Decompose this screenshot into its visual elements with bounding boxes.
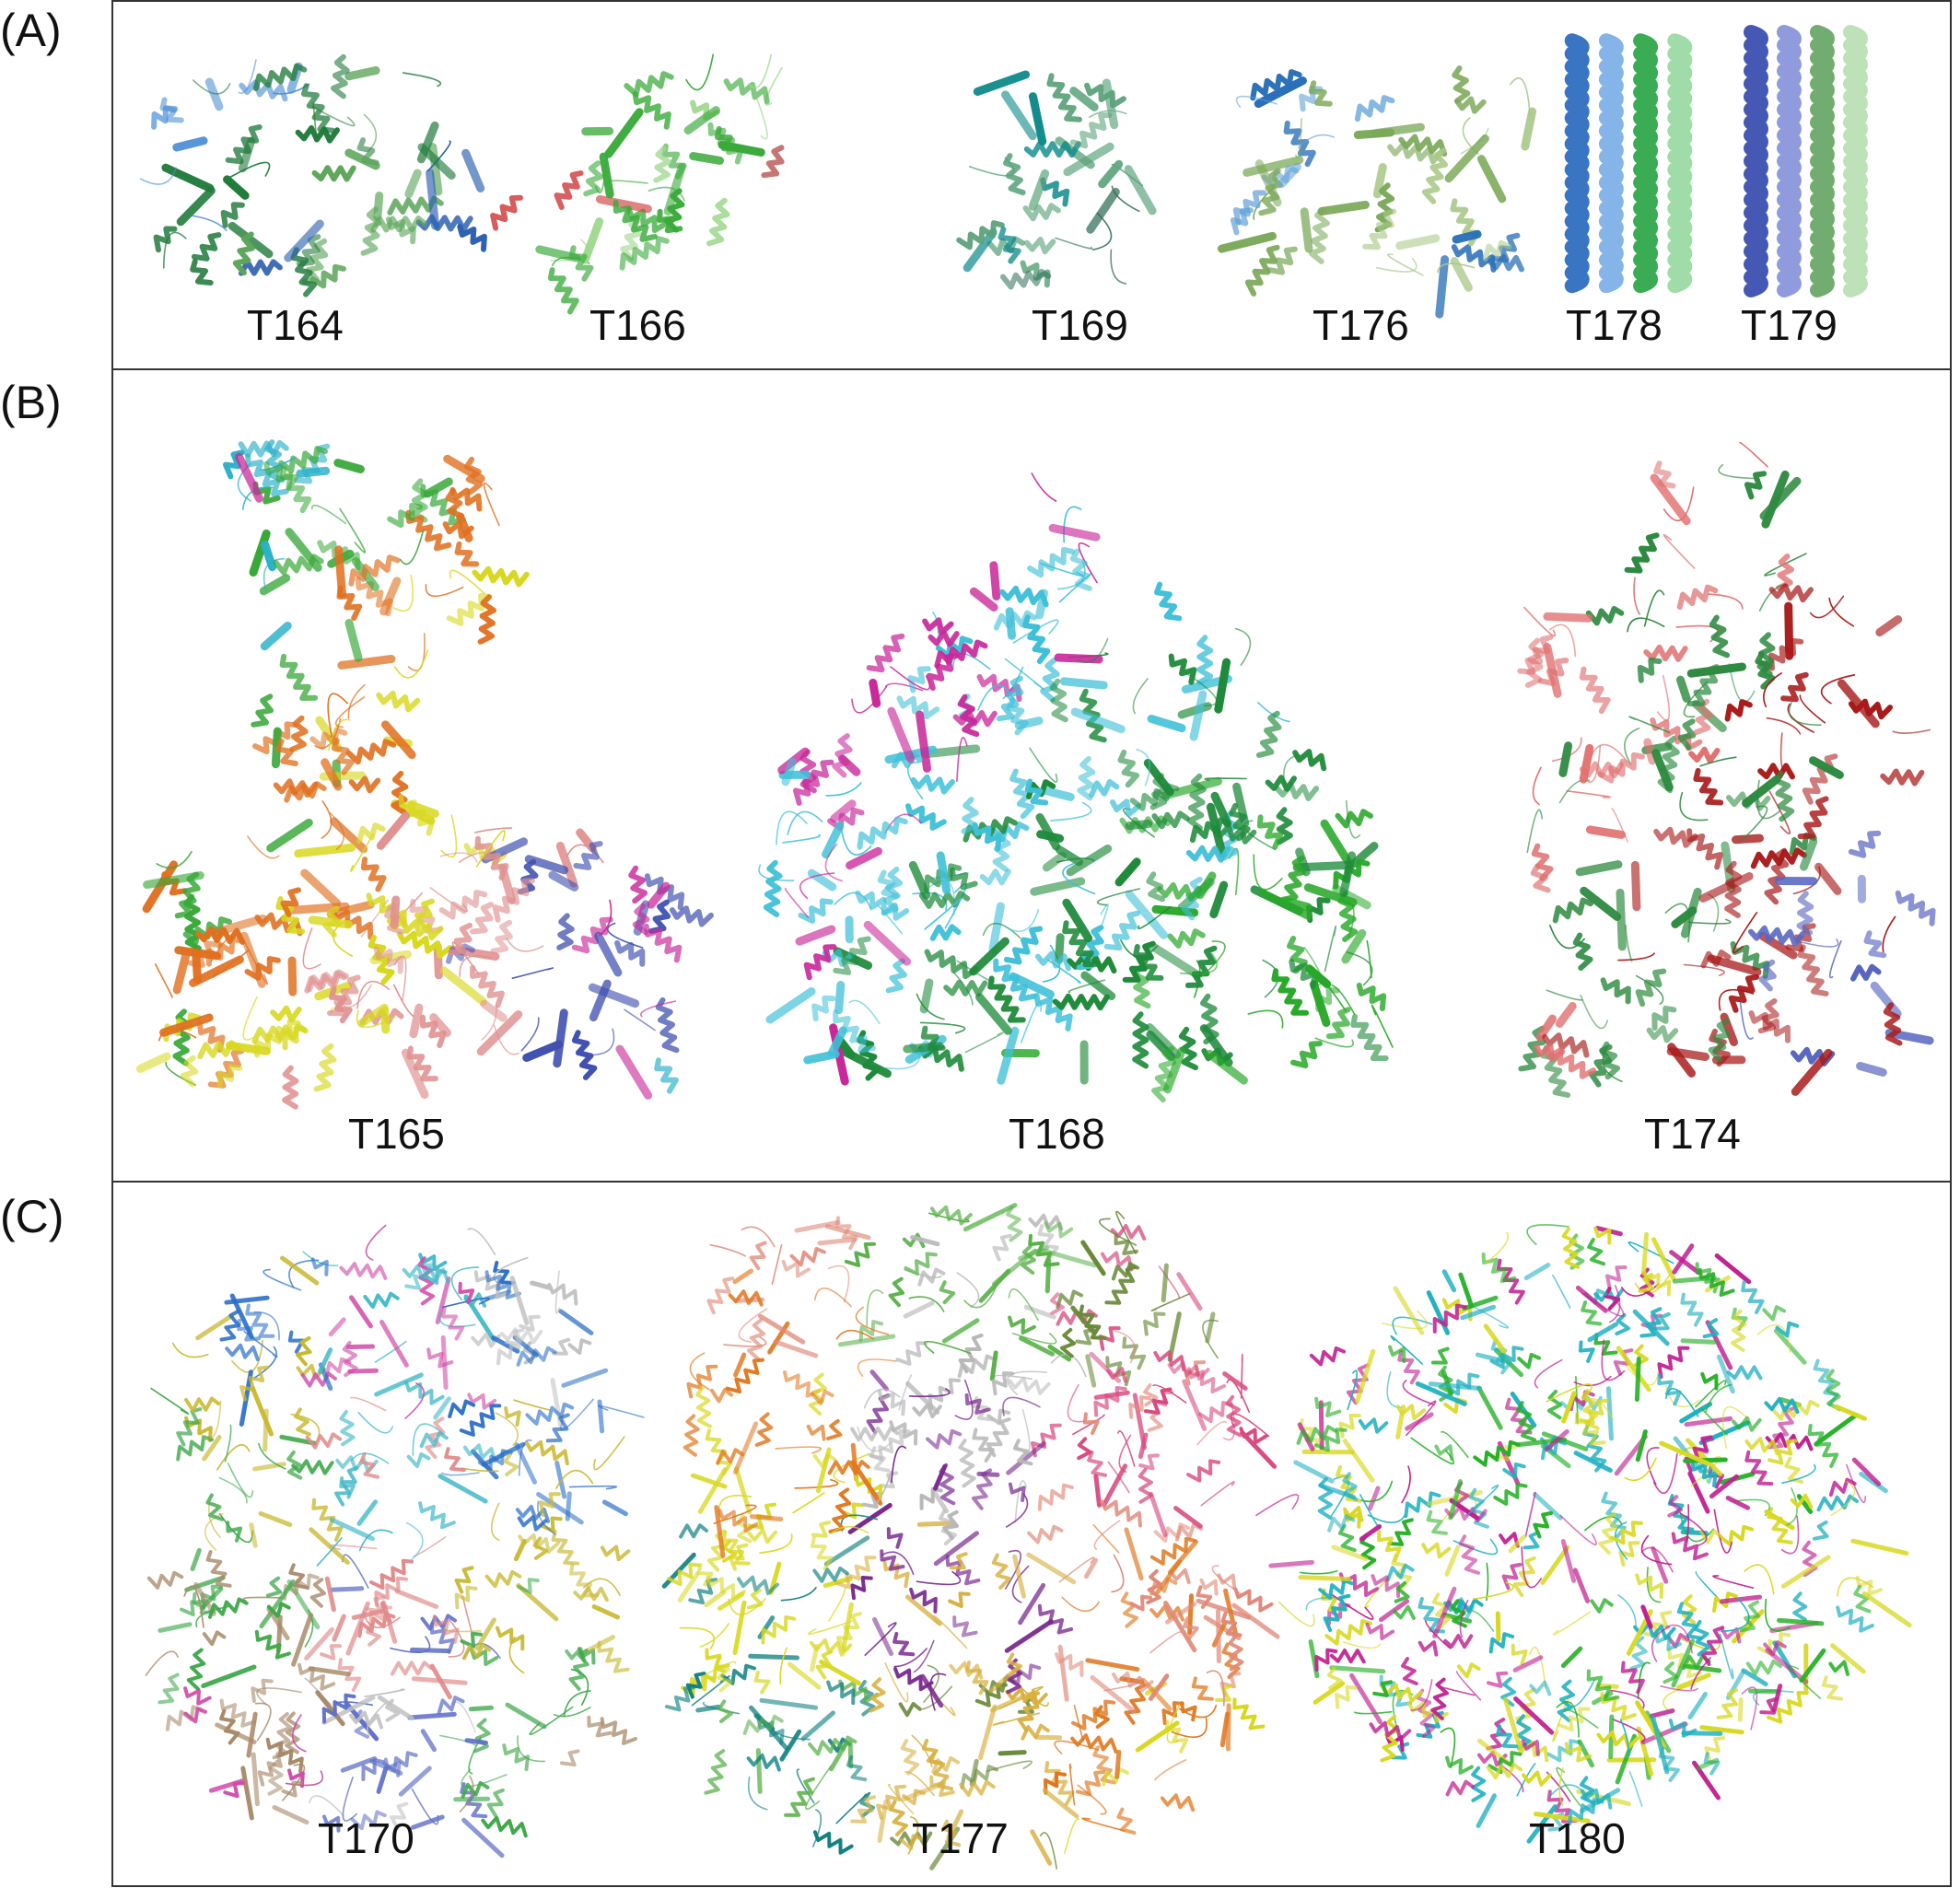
panel-c-frame xyxy=(111,1181,1952,1887)
caption-t180: T180 xyxy=(1529,1814,1626,1862)
caption-t165: T165 xyxy=(348,1110,445,1158)
structure-t166 xyxy=(490,53,785,315)
structure-t165 xyxy=(135,439,714,1110)
structure-t177 xyxy=(661,1203,1280,1871)
caption-t170: T170 xyxy=(318,1814,414,1862)
panel-label-b: (B) xyxy=(0,377,62,428)
caption-t174: T174 xyxy=(1644,1110,1741,1158)
caption-t177: T177 xyxy=(912,1814,1009,1862)
structure-t178 xyxy=(1564,33,1693,294)
structure-t170 xyxy=(145,1224,645,1859)
caption-t164: T164 xyxy=(247,301,344,349)
panel-label-a: (A) xyxy=(0,5,62,56)
caption-t166: T166 xyxy=(589,301,686,349)
structure-t164 xyxy=(139,53,487,297)
caption-t179: T179 xyxy=(1741,301,1838,349)
caption-t176: T176 xyxy=(1312,301,1409,349)
caption-t168: T168 xyxy=(1009,1110,1105,1158)
structure-t179 xyxy=(1744,25,1868,297)
structure-t180 xyxy=(1255,1224,1912,1844)
panel-label-c: (C) xyxy=(0,1191,64,1242)
caption-t178: T178 xyxy=(1566,301,1662,349)
structure-t174 xyxy=(1517,441,1936,1098)
structure-t168 xyxy=(758,472,1394,1103)
structure-t169 xyxy=(956,70,1157,290)
structure-t176 xyxy=(1217,65,1537,319)
caption-t169: T169 xyxy=(1032,301,1128,349)
